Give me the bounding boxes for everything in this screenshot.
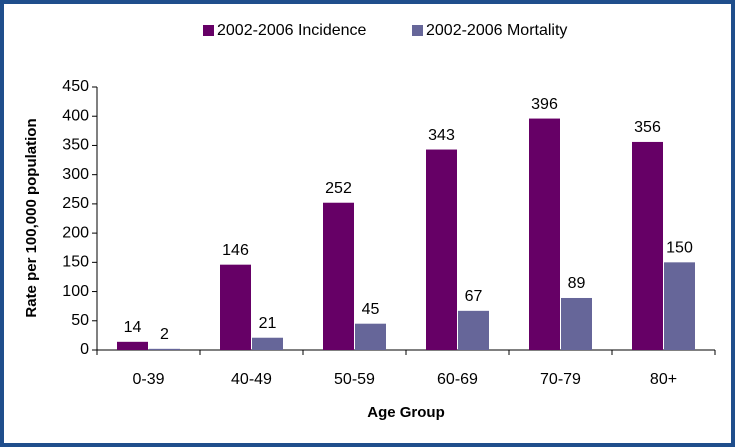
- y-tick-label: 350: [62, 137, 89, 154]
- data-label: 343: [428, 127, 455, 144]
- bar: [632, 141, 663, 350]
- y-axis-title: Rate per 100,000 population: [23, 118, 40, 317]
- y-tick-label: 50: [71, 312, 89, 329]
- x-tick-label: 40-49: [231, 371, 272, 388]
- bar: [561, 297, 592, 350]
- data-label: 150: [666, 240, 693, 257]
- data-label: 252: [325, 180, 352, 197]
- data-label: 14: [124, 319, 142, 336]
- bar: [220, 264, 251, 350]
- legend-label: 2002-2006 Incidence: [217, 22, 367, 39]
- data-label: 45: [362, 301, 380, 318]
- data-label: 146: [222, 242, 249, 259]
- legend-swatch: [203, 25, 214, 36]
- bar: [458, 310, 489, 350]
- y-tick-label: 450: [62, 78, 89, 95]
- data-label: 356: [634, 119, 661, 136]
- data-label: 2: [160, 326, 169, 343]
- legend-label: 2002-2006 Mortality: [426, 22, 567, 39]
- data-label: 21: [259, 315, 277, 332]
- bar: [355, 323, 386, 350]
- bar: [117, 341, 148, 350]
- bar: [664, 262, 695, 350]
- bar: [323, 202, 354, 350]
- bar: [149, 348, 180, 350]
- bar: [426, 149, 457, 350]
- y-tick-label: 300: [62, 166, 89, 183]
- legend-swatch: [412, 25, 423, 36]
- y-tick-label: 400: [62, 107, 89, 124]
- y-tick-label: 0: [80, 341, 89, 358]
- x-tick-label: 60-69: [437, 371, 478, 388]
- x-tick-label: 0-39: [132, 371, 164, 388]
- data-label: 89: [568, 275, 586, 292]
- y-tick-label: 200: [62, 224, 89, 241]
- x-tick-label: 80+: [650, 371, 677, 388]
- bar: [529, 118, 560, 350]
- bar: [252, 337, 283, 350]
- y-tick-label: 100: [62, 283, 89, 300]
- y-tick-label: 250: [62, 195, 89, 212]
- x-tick-label: 70-79: [540, 371, 581, 388]
- y-tick-label: 150: [62, 254, 89, 271]
- x-axis-title: Age Group: [367, 404, 445, 421]
- data-label: 67: [465, 288, 483, 305]
- x-tick-label: 50-59: [334, 371, 375, 388]
- data-label: 396: [531, 96, 558, 113]
